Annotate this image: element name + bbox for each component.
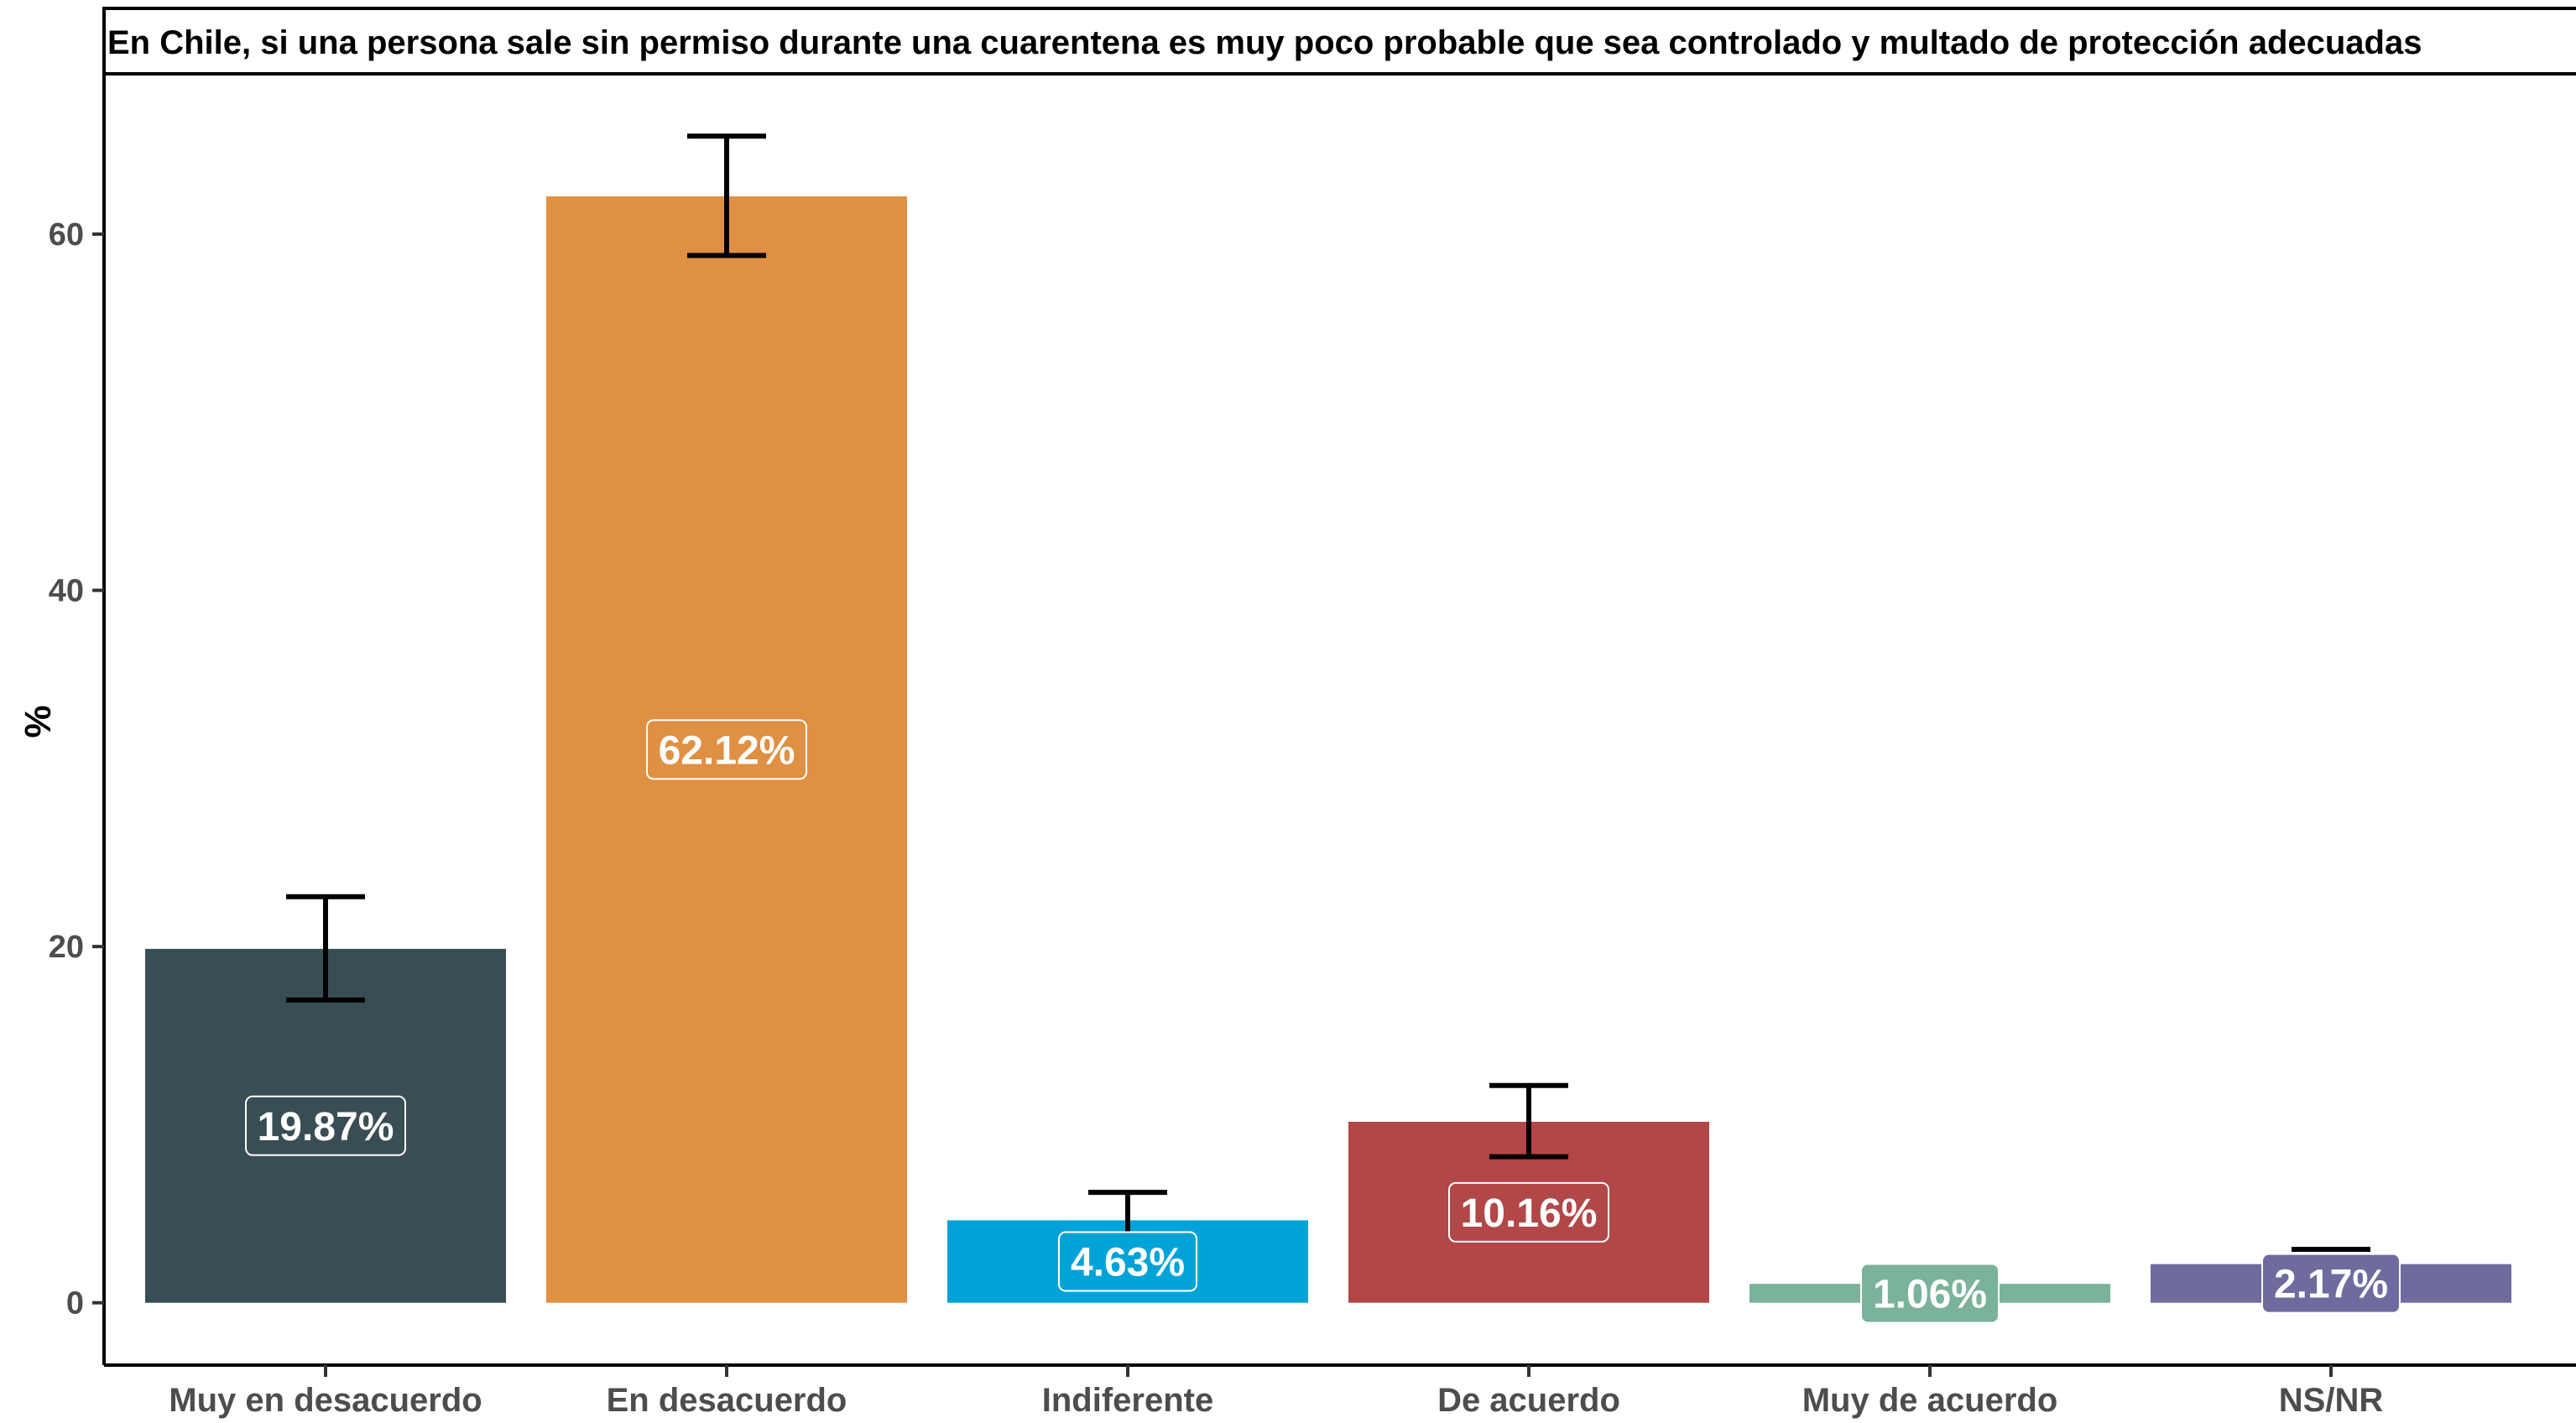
x-tick-label-1: Muy en desacuerdo bbox=[169, 1382, 482, 1419]
data-label-3: 4.63% bbox=[1071, 1241, 1185, 1285]
data-labels-group: 19.87% 62.12% 4.63% 10.16% 1.06% 2.17% bbox=[245, 719, 2401, 1324]
data-label-6: 2.17% bbox=[2274, 1263, 2388, 1307]
y-tick-label-20: 20 bbox=[49, 930, 84, 965]
data-label-4: 10.16% bbox=[1461, 1191, 1598, 1236]
data-label-box-2 bbox=[646, 719, 807, 780]
x-axis: Muy en desacuerdo En desacuerdo Indiferent… bbox=[169, 1365, 2383, 1419]
plot-panel-border bbox=[102, 74, 2576, 1367]
y-tick-label-40: 40 bbox=[49, 574, 84, 609]
title-strip: En Chile, si una persona sale sin permis… bbox=[102, 7, 2576, 76]
data-label-2: 62.12% bbox=[659, 728, 795, 773]
chart-title: En Chile, si una persona sale sin permis… bbox=[107, 24, 2422, 61]
y-tick-label-0: 0 bbox=[66, 1286, 84, 1321]
x-tick-label-4: De acuerdo bbox=[1437, 1382, 1620, 1419]
data-label-5: 1.06% bbox=[1873, 1272, 1987, 1316]
y-axis-label: % bbox=[17, 705, 58, 738]
y-tick-label-60: 60 bbox=[49, 217, 84, 253]
x-tick-label-2: En desacuerdo bbox=[607, 1382, 847, 1419]
data-label-box-6 bbox=[2261, 1253, 2401, 1314]
data-label-box-3 bbox=[1058, 1231, 1197, 1292]
data-label-box-5 bbox=[1860, 1263, 2000, 1324]
x-tick-label-5: Muy de acuerdo bbox=[1802, 1382, 2058, 1419]
x-tick-label-3: Indiferente bbox=[1042, 1382, 1213, 1419]
title-box bbox=[102, 7, 2576, 76]
x-tick-label-6: NS/NR bbox=[2279, 1382, 2384, 1419]
data-label-1: 19.87% bbox=[258, 1105, 394, 1149]
y-axis: 0 20 40 60 bbox=[49, 217, 104, 1321]
data-label-box-1 bbox=[245, 1095, 406, 1156]
data-label-box-4 bbox=[1448, 1181, 1609, 1243]
